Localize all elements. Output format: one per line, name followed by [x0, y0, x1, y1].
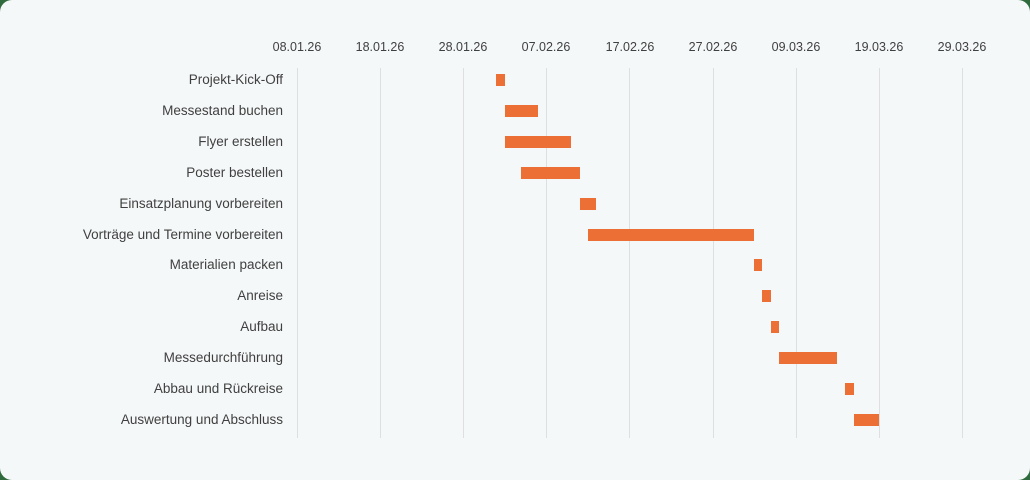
- task-bar: [853, 413, 879, 426]
- task-label: Abbau und Rückreise: [153, 381, 283, 396]
- task-label: Projekt-Kick-Off: [188, 72, 283, 87]
- gridline: [795, 68, 797, 438]
- x-tick: 07.02.26: [521, 40, 571, 54]
- task-bar: [504, 104, 538, 117]
- x-tick: 08.01.26: [272, 40, 322, 54]
- task-label: Aufbau: [240, 319, 283, 335]
- gridline: [463, 68, 465, 438]
- x-tick: 27.02.26: [688, 40, 738, 54]
- task-label: Materialien packen: [169, 257, 283, 273]
- task-bar: [762, 290, 771, 303]
- task-bar: [770, 321, 779, 334]
- x-tick: 09.03.26: [771, 40, 821, 54]
- task-bar: [504, 135, 572, 148]
- task-bar: [778, 352, 838, 365]
- task-label: Anreise: [237, 288, 283, 304]
- gridline: [297, 68, 298, 438]
- x-tick: 17.02.26: [605, 40, 655, 54]
- task-bar: [845, 383, 854, 395]
- x-tick: 28.01.26: [438, 40, 488, 54]
- task-label: Einsatzplanung vorbereiten: [119, 195, 283, 211]
- gridline: [629, 68, 631, 438]
- gridline: [878, 68, 880, 438]
- task-bar: [587, 228, 755, 241]
- task-label: Messestand buchen: [162, 102, 283, 118]
- task-label: Auswertung und Abschluss: [120, 411, 283, 427]
- task-bar: [496, 74, 505, 86]
- task-label: Messedurchführung: [163, 350, 283, 366]
- gridline: [712, 68, 714, 438]
- x-tick: 19.03.26: [854, 40, 904, 54]
- gridline: [961, 68, 963, 438]
- task-label: Vorträge und Termine vorbereiten: [82, 226, 283, 242]
- gridline: [546, 68, 548, 438]
- task-bar: [521, 166, 580, 179]
- gridline: [380, 68, 382, 438]
- task-bar: [579, 197, 597, 210]
- task-bar: [754, 259, 763, 272]
- task-label: Flyer erstellen: [198, 133, 283, 149]
- x-tick: 18.01.26: [355, 40, 405, 54]
- x-tick: 29.03.26: [937, 40, 987, 54]
- task-label: Poster bestellen: [186, 164, 283, 180]
